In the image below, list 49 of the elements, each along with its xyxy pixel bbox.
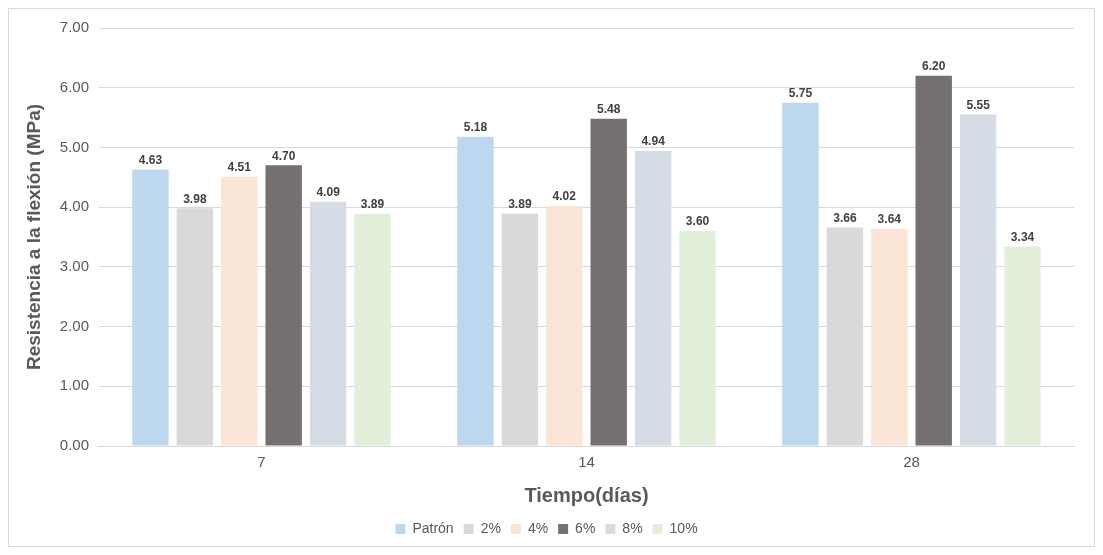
data-label: 5.55 bbox=[966, 97, 991, 112]
bar bbox=[782, 102, 819, 446]
data-label: 3.64 bbox=[877, 211, 902, 226]
y-tick-label: 4.00 bbox=[59, 197, 89, 215]
bar bbox=[871, 228, 908, 446]
legend-label: 10% bbox=[669, 519, 698, 536]
x-tick-label: 7 bbox=[257, 453, 266, 471]
data-label: 4.02 bbox=[552, 189, 577, 204]
x-tick-label: 28 bbox=[903, 453, 920, 471]
y-tick-label: 5.00 bbox=[59, 137, 89, 155]
data-label: 3.98 bbox=[183, 191, 207, 206]
data-label: 3.89 bbox=[360, 197, 385, 212]
bar bbox=[457, 136, 494, 446]
data-label: 4.70 bbox=[272, 148, 296, 163]
data-label: 3.66 bbox=[833, 210, 857, 225]
y-tick-label: 6.00 bbox=[59, 77, 89, 95]
data-label: 5.75 bbox=[788, 85, 813, 100]
legend-label: Patrón bbox=[412, 519, 454, 536]
x-tick-label: 14 bbox=[578, 453, 595, 471]
data-label: 4.51 bbox=[227, 160, 252, 174]
y-tick-label: 3.00 bbox=[59, 257, 89, 274]
bar bbox=[679, 231, 716, 446]
bar bbox=[265, 165, 302, 446]
data-label: 3.34 bbox=[1010, 229, 1035, 244]
y-tick-label: 0.00 bbox=[59, 436, 89, 454]
y-tick-label: 2.00 bbox=[59, 316, 89, 334]
bar bbox=[1004, 246, 1041, 446]
data-label: 5.18 bbox=[463, 119, 488, 134]
legend-label: 2% bbox=[480, 519, 501, 536]
bar bbox=[354, 213, 391, 446]
y-tick-label: 7.00 bbox=[59, 18, 89, 36]
y-axis-title: Resistencia a la flexión (MPa) bbox=[22, 103, 44, 371]
bar bbox=[132, 169, 169, 446]
data-label: 3.60 bbox=[685, 214, 710, 229]
y-tick-label: 1.00 bbox=[59, 376, 89, 394]
data-label: 4.63 bbox=[138, 152, 163, 167]
data-label: 3.89 bbox=[508, 197, 532, 212]
bar bbox=[915, 75, 952, 446]
bar bbox=[221, 176, 258, 446]
bar bbox=[590, 118, 627, 446]
legend-label: 6% bbox=[575, 519, 596, 536]
data-label: 6.20 bbox=[922, 59, 946, 74]
legend-label: 4% bbox=[527, 519, 549, 536]
legend-label: 8% bbox=[622, 519, 643, 536]
bar bbox=[546, 205, 583, 446]
x-axis-title: Tiempo(días) bbox=[524, 483, 649, 506]
data-label: 4.09 bbox=[316, 185, 341, 200]
data-label: 4.94 bbox=[641, 134, 666, 149]
data-label: 5.48 bbox=[597, 102, 621, 117]
